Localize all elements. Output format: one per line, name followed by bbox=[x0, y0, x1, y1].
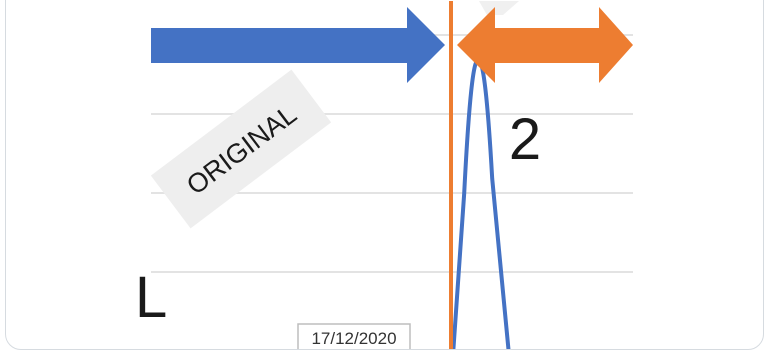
tweet-media-card[interactable]: ORIGINAL 2 L 17/12/2020 bbox=[5, 0, 764, 350]
date-label-text: 17/12/2020 bbox=[311, 329, 396, 348]
date-label-box bbox=[297, 323, 411, 349]
number-label: 2 bbox=[509, 107, 541, 172]
original-label: ORIGINAL bbox=[150, 69, 332, 229]
grey-shape bbox=[479, 1, 519, 15]
blue-arrow bbox=[151, 7, 445, 83]
chart-svg: ORIGINAL 2 L 17/12/2020 bbox=[135, 1, 633, 349]
date-label: 17/12/2020 bbox=[297, 323, 411, 349]
left-glyph: L bbox=[135, 265, 167, 330]
series-line bbox=[451, 58, 511, 349]
original-label-bg bbox=[150, 69, 332, 229]
chart-crop: ORIGINAL 2 L 17/12/2020 bbox=[6, 1, 763, 349]
orange-double-arrow bbox=[457, 7, 633, 83]
